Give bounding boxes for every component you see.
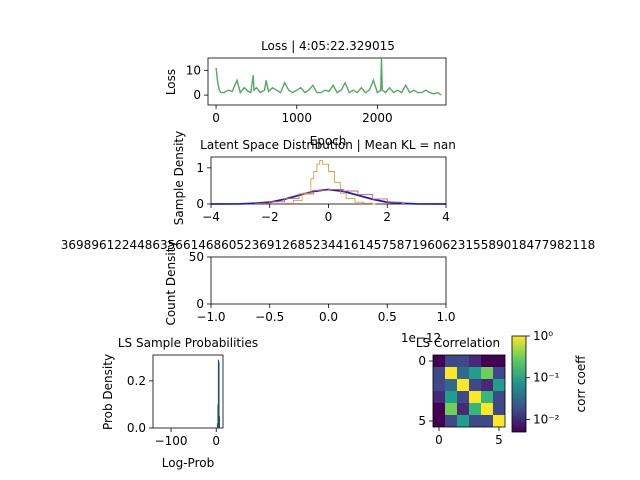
latent-ytick-label-1: 1 (196, 161, 204, 175)
colorbar-tick-label-2: 10⁻² (533, 412, 560, 426)
corr-cell-5-2 (457, 415, 469, 427)
count-xtick-label-0: −1.0 (196, 310, 225, 324)
prob-panel: LS Sample Probabilities −100 0 0.0 0.2 Log… (101, 336, 258, 470)
corr-cell-2-4 (481, 379, 493, 391)
loss-xtick-label-1: 1000 (281, 111, 312, 125)
corr-cell-3-4 (481, 391, 493, 403)
prob-ytick-label-0: 0.0 (127, 421, 146, 435)
prob-ytick-label-1: 0.2 (127, 374, 146, 388)
corr-cell-0-1 (445, 355, 457, 367)
corr-cell-0-0 (433, 355, 445, 367)
corr-cell-2-0 (433, 379, 445, 391)
corr-cell-3-1 (445, 391, 457, 403)
corr-cell-2-2 (457, 379, 469, 391)
corr-cell-4-4 (481, 403, 493, 415)
prob-title: LS Sample Probabilities (118, 336, 258, 350)
corr-cell-5-0 (433, 415, 445, 427)
corr-cell-1-5 (493, 367, 505, 379)
corr-cell-5-1 (445, 415, 457, 427)
corr-xtick-label-1: 5 (495, 433, 503, 447)
count-xtick-label-2: 0.0 (319, 310, 338, 324)
count-axes (210, 256, 447, 305)
loss-xtick-label-2: 2000 (362, 111, 393, 125)
colorbar-tick-label-0: 10⁰ (533, 329, 553, 343)
corr-cell-1-0 (433, 367, 445, 379)
corr-ytick-label-1: 5 (418, 414, 426, 428)
loss-series-line (215, 57, 442, 96)
colorbar-label: corr coeff (574, 355, 588, 413)
corr-cell-2-5 (493, 379, 505, 391)
loss-ytick-label-1: 10 (186, 63, 201, 77)
latent-xtick-label-3: 2 (383, 210, 391, 224)
loss-title: Loss | 4:05:22.329015 (261, 39, 395, 53)
corr-axes (432, 354, 506, 428)
corr-cell-1-4 (481, 367, 493, 379)
count-panel: 3698961224486356614686052369126852344161… (61, 238, 595, 345)
corr-cell-5-5 (493, 415, 505, 427)
count-ytick-label-1: 50 (189, 250, 204, 264)
corr-cell-4-5 (493, 403, 505, 415)
latent-title: Latent Space Distribution | Mean KL = na… (200, 138, 456, 152)
corr-cell-1-2 (457, 367, 469, 379)
count-ylabel: Count Density (164, 240, 178, 325)
corr-cell-4-3 (469, 403, 481, 415)
latent-xtick-label-4: 4 (442, 210, 450, 224)
corr-cell-3-5 (493, 391, 505, 403)
prob-xtick-label-0: −100 (155, 434, 188, 448)
colorbar-tick-label-1: 10⁻¹ (533, 371, 560, 385)
latent-xtick-label-2: 0 (325, 210, 333, 224)
corr-cell-4-2 (457, 403, 469, 415)
count-xtick-label-3: 0.5 (378, 310, 397, 324)
corr-cell-0-4 (481, 355, 493, 367)
corr-cell-2-1 (445, 379, 457, 391)
loss-xlabel: Epoch (310, 134, 347, 148)
count-offset-text: 1e−12 (401, 331, 441, 345)
loss-ylabel: Loss (164, 69, 178, 95)
corr-ytick-label-0: 0 (418, 354, 426, 368)
loss-ytick-label-0: 0 (193, 88, 201, 102)
corr-title: LS Correlation (416, 336, 500, 350)
corr-cell-3-0 (433, 391, 445, 403)
loss-panel: Loss | 4:05:22.329015 0 1000 2000 0 10 Epoc… (164, 39, 447, 148)
prob-xtick-label-1: 0 (212, 434, 220, 448)
colorbar (511, 335, 527, 433)
latent-xtick-label-0: −4 (202, 210, 220, 224)
count-title: 3698961224486356614686052369126852344161… (61, 238, 595, 252)
latent-xtick-label-1: −2 (261, 210, 279, 224)
loss-axes (207, 57, 447, 106)
prob-axes (152, 354, 224, 429)
prob-bar-4 (218, 416, 220, 428)
corr-cell-1-1 (445, 367, 457, 379)
corr-cell-1-3 (469, 367, 481, 379)
corr-cell-0-2 (457, 355, 469, 367)
latent-ylabel: Sample Density (172, 131, 186, 225)
count-xtick-label-4: 1.0 (436, 310, 455, 324)
latent-series-line-2 (255, 189, 405, 205)
prob-xlabel: Log-Prob (162, 456, 214, 470)
corr-cell-5-3 (469, 415, 481, 427)
latent-series-line-0 (210, 188, 447, 205)
loss-xtick-label-0: 0 (212, 111, 220, 125)
corr-cell-4-1 (445, 403, 457, 415)
prob-ylabel: Prob Density (101, 354, 115, 430)
corr-cell-3-3 (469, 391, 481, 403)
corr-cell-2-3 (469, 379, 481, 391)
corr-cell-4-0 (433, 403, 445, 415)
corr-cell-0-5 (493, 355, 505, 367)
latent-series-line-1 (284, 160, 376, 205)
count-ytick-label-0: 0 (196, 297, 204, 311)
latent-ytick-label-0: 0 (196, 197, 204, 211)
corr-cell-3-2 (457, 391, 469, 403)
corr-cell-0-3 (469, 355, 481, 367)
corr-cell-5-4 (481, 415, 493, 427)
prob-bar-3 (218, 362, 220, 428)
corr-xtick-label-0: 0 (435, 433, 443, 447)
count-xtick-label-1: −0.5 (255, 310, 284, 324)
latent-panel: Latent Space Distribution | Mean KL = na… (172, 131, 456, 225)
